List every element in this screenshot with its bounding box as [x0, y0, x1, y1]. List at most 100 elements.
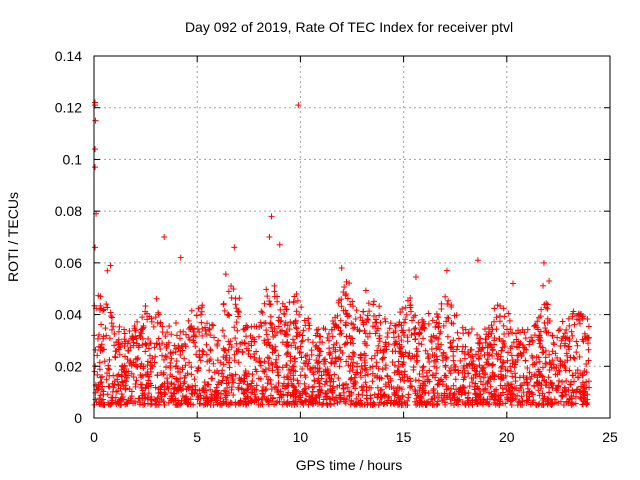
data-point — [283, 351, 290, 358]
data-point — [191, 332, 198, 339]
data-point — [396, 348, 403, 355]
data-point — [110, 372, 117, 379]
data-point — [489, 352, 496, 359]
data-point — [144, 394, 151, 401]
data-point — [505, 349, 512, 356]
data-point — [395, 358, 402, 365]
data-point — [500, 305, 507, 312]
data-point — [127, 344, 134, 351]
data-point — [325, 372, 332, 379]
data-point — [336, 363, 343, 370]
data-point — [231, 324, 238, 331]
data-point — [166, 323, 173, 330]
data-point — [559, 378, 566, 385]
data-point — [207, 356, 214, 363]
data-point — [516, 341, 523, 348]
data-point — [558, 337, 565, 344]
data-point — [314, 365, 321, 372]
data-point — [363, 395, 370, 402]
data-point — [415, 340, 422, 347]
data-point — [396, 341, 403, 348]
data-point — [419, 364, 426, 371]
data-point — [142, 385, 149, 392]
data-point — [407, 375, 414, 382]
data-point — [475, 385, 482, 392]
data-point — [481, 351, 488, 358]
data-point — [290, 398, 297, 405]
data-point — [429, 402, 436, 409]
data-point — [240, 401, 247, 408]
data-point — [324, 369, 331, 376]
data-point — [572, 370, 579, 377]
data-point — [416, 370, 423, 377]
data-point — [224, 384, 231, 391]
data-point — [342, 400, 349, 407]
data-point — [178, 400, 185, 407]
data-point — [357, 314, 364, 321]
y-axis-label: ROTI / TECUs — [5, 192, 21, 282]
data-point — [362, 372, 369, 379]
data-point — [114, 376, 121, 383]
data-point — [248, 389, 255, 396]
data-point — [565, 315, 572, 322]
data-point — [102, 325, 109, 332]
data-point — [472, 351, 479, 358]
data-point — [529, 354, 536, 361]
data-point — [228, 294, 235, 301]
data-point — [294, 297, 301, 304]
data-point — [443, 267, 450, 274]
data-point — [144, 316, 151, 323]
data-point — [585, 378, 592, 385]
data-point — [435, 335, 442, 342]
data-point — [346, 368, 353, 375]
data-point — [360, 383, 367, 390]
data-point — [559, 335, 566, 342]
data-point — [486, 328, 493, 335]
data-point — [418, 326, 425, 333]
data-point — [476, 394, 483, 401]
data-point — [474, 331, 481, 338]
data-point — [177, 348, 184, 355]
data-point — [123, 400, 130, 407]
data-point — [491, 305, 498, 312]
data-point — [457, 357, 464, 364]
data-point — [368, 384, 375, 391]
data-point — [158, 383, 165, 390]
data-point — [469, 353, 476, 360]
data-point — [140, 401, 147, 408]
axis-ticks — [93, 55, 611, 419]
data-point — [407, 302, 414, 309]
data-point — [140, 322, 147, 329]
data-point — [103, 376, 110, 383]
data-point — [198, 319, 205, 326]
data-point — [259, 401, 266, 408]
data-point — [134, 354, 141, 361]
data-point — [337, 327, 344, 334]
data-point — [507, 363, 514, 370]
data-point — [460, 365, 467, 372]
data-point — [167, 350, 174, 357]
data-point — [137, 381, 144, 388]
data-point — [399, 374, 406, 381]
data-point — [549, 348, 556, 355]
data-point — [399, 392, 406, 399]
data-point — [275, 372, 282, 379]
data-point — [415, 319, 422, 326]
data-point — [401, 399, 408, 406]
data-point — [386, 325, 393, 332]
data-point — [115, 341, 122, 348]
data-point — [269, 398, 276, 405]
data-point — [220, 361, 227, 368]
y-axis-tick-labels: 0 0.02 0.04 0.06 0.08 0.1 0.12 0.14 — [55, 48, 82, 426]
data-point — [143, 371, 150, 378]
data-point — [181, 355, 188, 362]
data-point — [112, 354, 119, 361]
data-point — [489, 326, 496, 333]
data-point — [573, 349, 580, 356]
data-point — [348, 389, 355, 396]
data-point — [440, 349, 447, 356]
data-point — [296, 350, 303, 357]
y-tick-label: 0.02 — [55, 358, 82, 374]
data-point — [137, 371, 144, 378]
data-point — [92, 164, 99, 171]
